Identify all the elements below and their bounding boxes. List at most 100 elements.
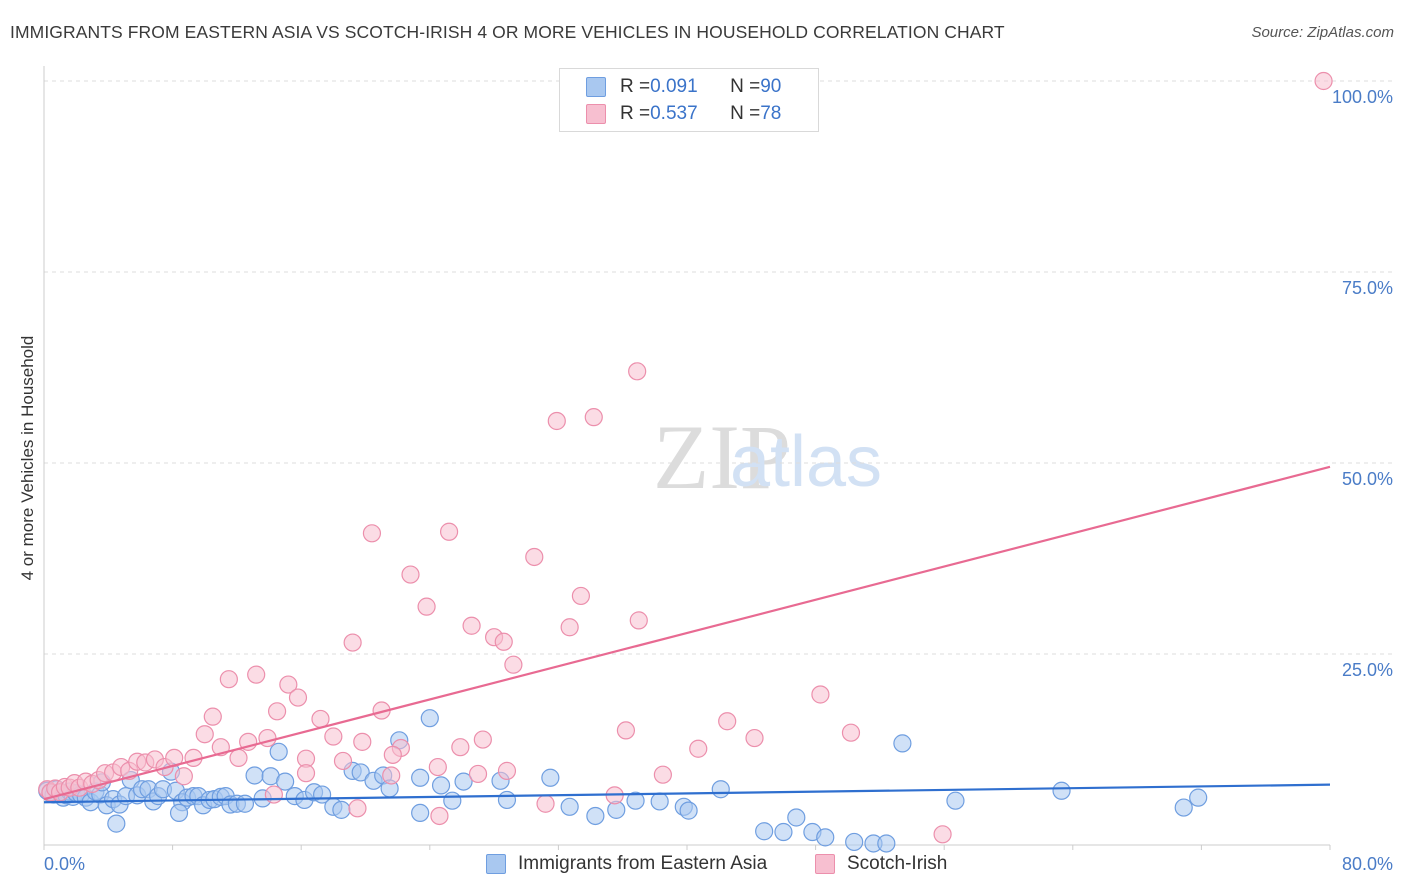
- trend-lines: [43, 465, 1331, 804]
- data-point: [774, 822, 793, 842]
- x-tick-label: 0.0%: [44, 854, 85, 874]
- data-point: [401, 565, 420, 584]
- data-point: [525, 547, 544, 567]
- data-point: [845, 832, 864, 852]
- data-point: [247, 665, 266, 684]
- data-point: [348, 799, 367, 818]
- data-point: [626, 791, 645, 810]
- legend-n-value: 78: [760, 103, 782, 124]
- data-point: [195, 725, 214, 744]
- data-point: [296, 764, 316, 783]
- data-point: [288, 688, 308, 707]
- data-point: [1189, 788, 1208, 807]
- data-point: [454, 772, 473, 791]
- legend-r-label: R =: [620, 76, 651, 97]
- data-point: [1174, 798, 1193, 817]
- data-point: [411, 768, 430, 787]
- data-point: [616, 721, 636, 740]
- bottom-legend-swatch-blue: [486, 854, 506, 874]
- legend-r-value: 0.091: [650, 76, 698, 97]
- series-scotch-irish: [38, 71, 1333, 844]
- trend-line: [43, 465, 1331, 801]
- data-point: [547, 411, 566, 431]
- legend-r-value: 0.537: [650, 103, 698, 124]
- axes: [43, 66, 1331, 850]
- x-tick-label: 80.0%: [1342, 854, 1393, 874]
- legend-swatch-pink: [586, 104, 606, 124]
- stats-legend: R = 0.091 N = 90 R = 0.537 N = 78: [559, 68, 819, 132]
- watermark-zip: ZIP: [653, 406, 791, 508]
- data-point: [229, 748, 248, 768]
- bottom-legend-scotch-irish: Scotch-Irish: [815, 852, 947, 876]
- legend-row-scotch-irish: R = 0.537 N = 78: [586, 102, 781, 126]
- legend-n-label: N =: [730, 76, 761, 97]
- data-point: [497, 761, 517, 780]
- data-point: [269, 742, 288, 761]
- data-point: [439, 522, 459, 541]
- chart-title: IMMIGRANTS FROM EASTERN ASIA VS SCOTCH-I…: [10, 22, 1005, 42]
- legend-n-label: N =: [730, 103, 761, 124]
- data-point: [411, 803, 430, 823]
- data-point: [332, 800, 351, 819]
- data-point: [841, 723, 861, 742]
- data-point: [279, 675, 298, 694]
- data-point: [560, 618, 579, 637]
- data-point: [933, 825, 952, 844]
- data-point: [497, 790, 517, 810]
- grid-lines: [44, 80, 1395, 655]
- data-point: [462, 616, 481, 635]
- tick-labels: 25.0% 50.0% 75.0% 100.0% 0.0% 80.0%: [44, 87, 1393, 874]
- data-point: [877, 834, 896, 853]
- data-point: [351, 763, 370, 782]
- legend-swatch-blue: [586, 77, 606, 97]
- data-point: [333, 751, 353, 771]
- data-point: [494, 632, 513, 651]
- data-point: [169, 803, 189, 823]
- data-point: [431, 776, 451, 795]
- data-point: [430, 806, 449, 826]
- data-point: [679, 801, 698, 820]
- y-tick-label: 75.0%: [1342, 278, 1393, 298]
- data-point: [584, 408, 603, 427]
- data-point: [468, 764, 488, 784]
- data-point: [586, 806, 605, 826]
- legend-row-eastern-asia: R = 0.091 N = 90: [586, 75, 781, 99]
- data-point: [383, 745, 402, 764]
- data-point: [264, 785, 283, 804]
- data-point: [382, 766, 401, 785]
- data-point: [343, 633, 362, 652]
- data-point: [451, 738, 470, 757]
- data-point: [755, 822, 774, 841]
- bottom-legend-label: Scotch-Irish: [847, 853, 948, 874]
- data-point: [443, 791, 462, 810]
- data-point: [541, 768, 560, 787]
- data-point: [689, 739, 708, 758]
- y-tick-label: 50.0%: [1342, 469, 1393, 489]
- data-point: [504, 655, 523, 674]
- data-point: [650, 792, 669, 811]
- bottom-legend-eastern-asia: Immigrants from Eastern Asia: [486, 852, 767, 876]
- data-point: [235, 794, 255, 813]
- data-point: [420, 709, 439, 728]
- data-point: [473, 730, 492, 749]
- data-point: [174, 767, 193, 786]
- data-point: [560, 797, 579, 816]
- data-point: [787, 808, 806, 827]
- data-point: [107, 814, 126, 833]
- trend-line: [43, 783, 1331, 804]
- data-point: [311, 709, 330, 729]
- data-point: [1314, 71, 1333, 91]
- data-point: [745, 728, 764, 748]
- data-point: [946, 791, 965, 810]
- data-point: [353, 732, 372, 751]
- data-point: [417, 597, 436, 616]
- legend-r-label: R =: [620, 103, 651, 124]
- data-point: [718, 712, 737, 731]
- data-point: [219, 670, 238, 689]
- source-label: Source: ZipAtlas.com: [1251, 24, 1394, 41]
- bottom-legend-swatch-pink: [815, 854, 835, 874]
- data-point: [245, 766, 264, 785]
- legend-n-value: 90: [760, 76, 782, 97]
- data-point: [711, 780, 730, 799]
